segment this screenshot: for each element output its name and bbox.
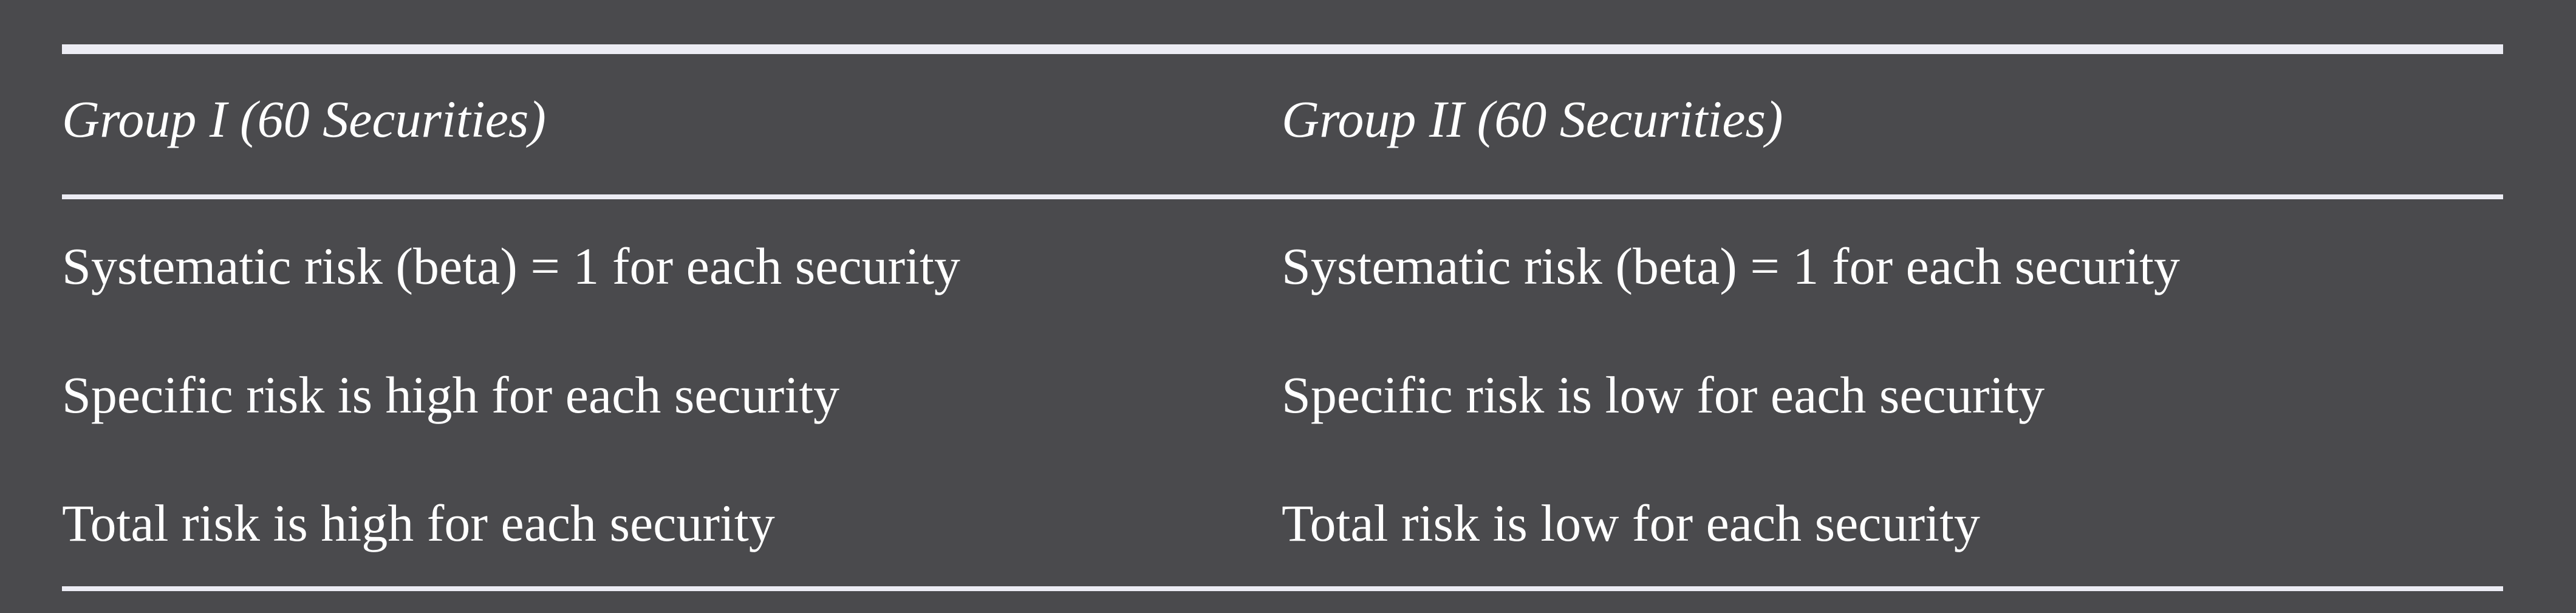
table-cell-specific-risk-group-1: Specific risk is high for each security xyxy=(62,366,840,424)
table-bottom-rule xyxy=(62,586,2503,591)
table-cell-systematic-risk-group-1: Systematic risk (beta) = 1 for each secu… xyxy=(62,237,960,295)
column-header-group-1: Group I (60 Securities) xyxy=(62,90,546,148)
table-cell-total-risk-group-1: Total risk is high for each security xyxy=(62,494,775,552)
table-top-rule xyxy=(62,44,2503,54)
header-divider-rule xyxy=(62,194,2503,199)
table-cell-total-risk-group-2: Total risk is low for each security xyxy=(1282,494,1980,552)
table-cell-systematic-risk-group-2: Systematic risk (beta) = 1 for each secu… xyxy=(1282,237,2180,295)
table-cell-specific-risk-group-2: Specific risk is low for each security xyxy=(1282,366,2045,424)
column-header-group-2: Group II (60 Securities) xyxy=(1282,90,1783,148)
